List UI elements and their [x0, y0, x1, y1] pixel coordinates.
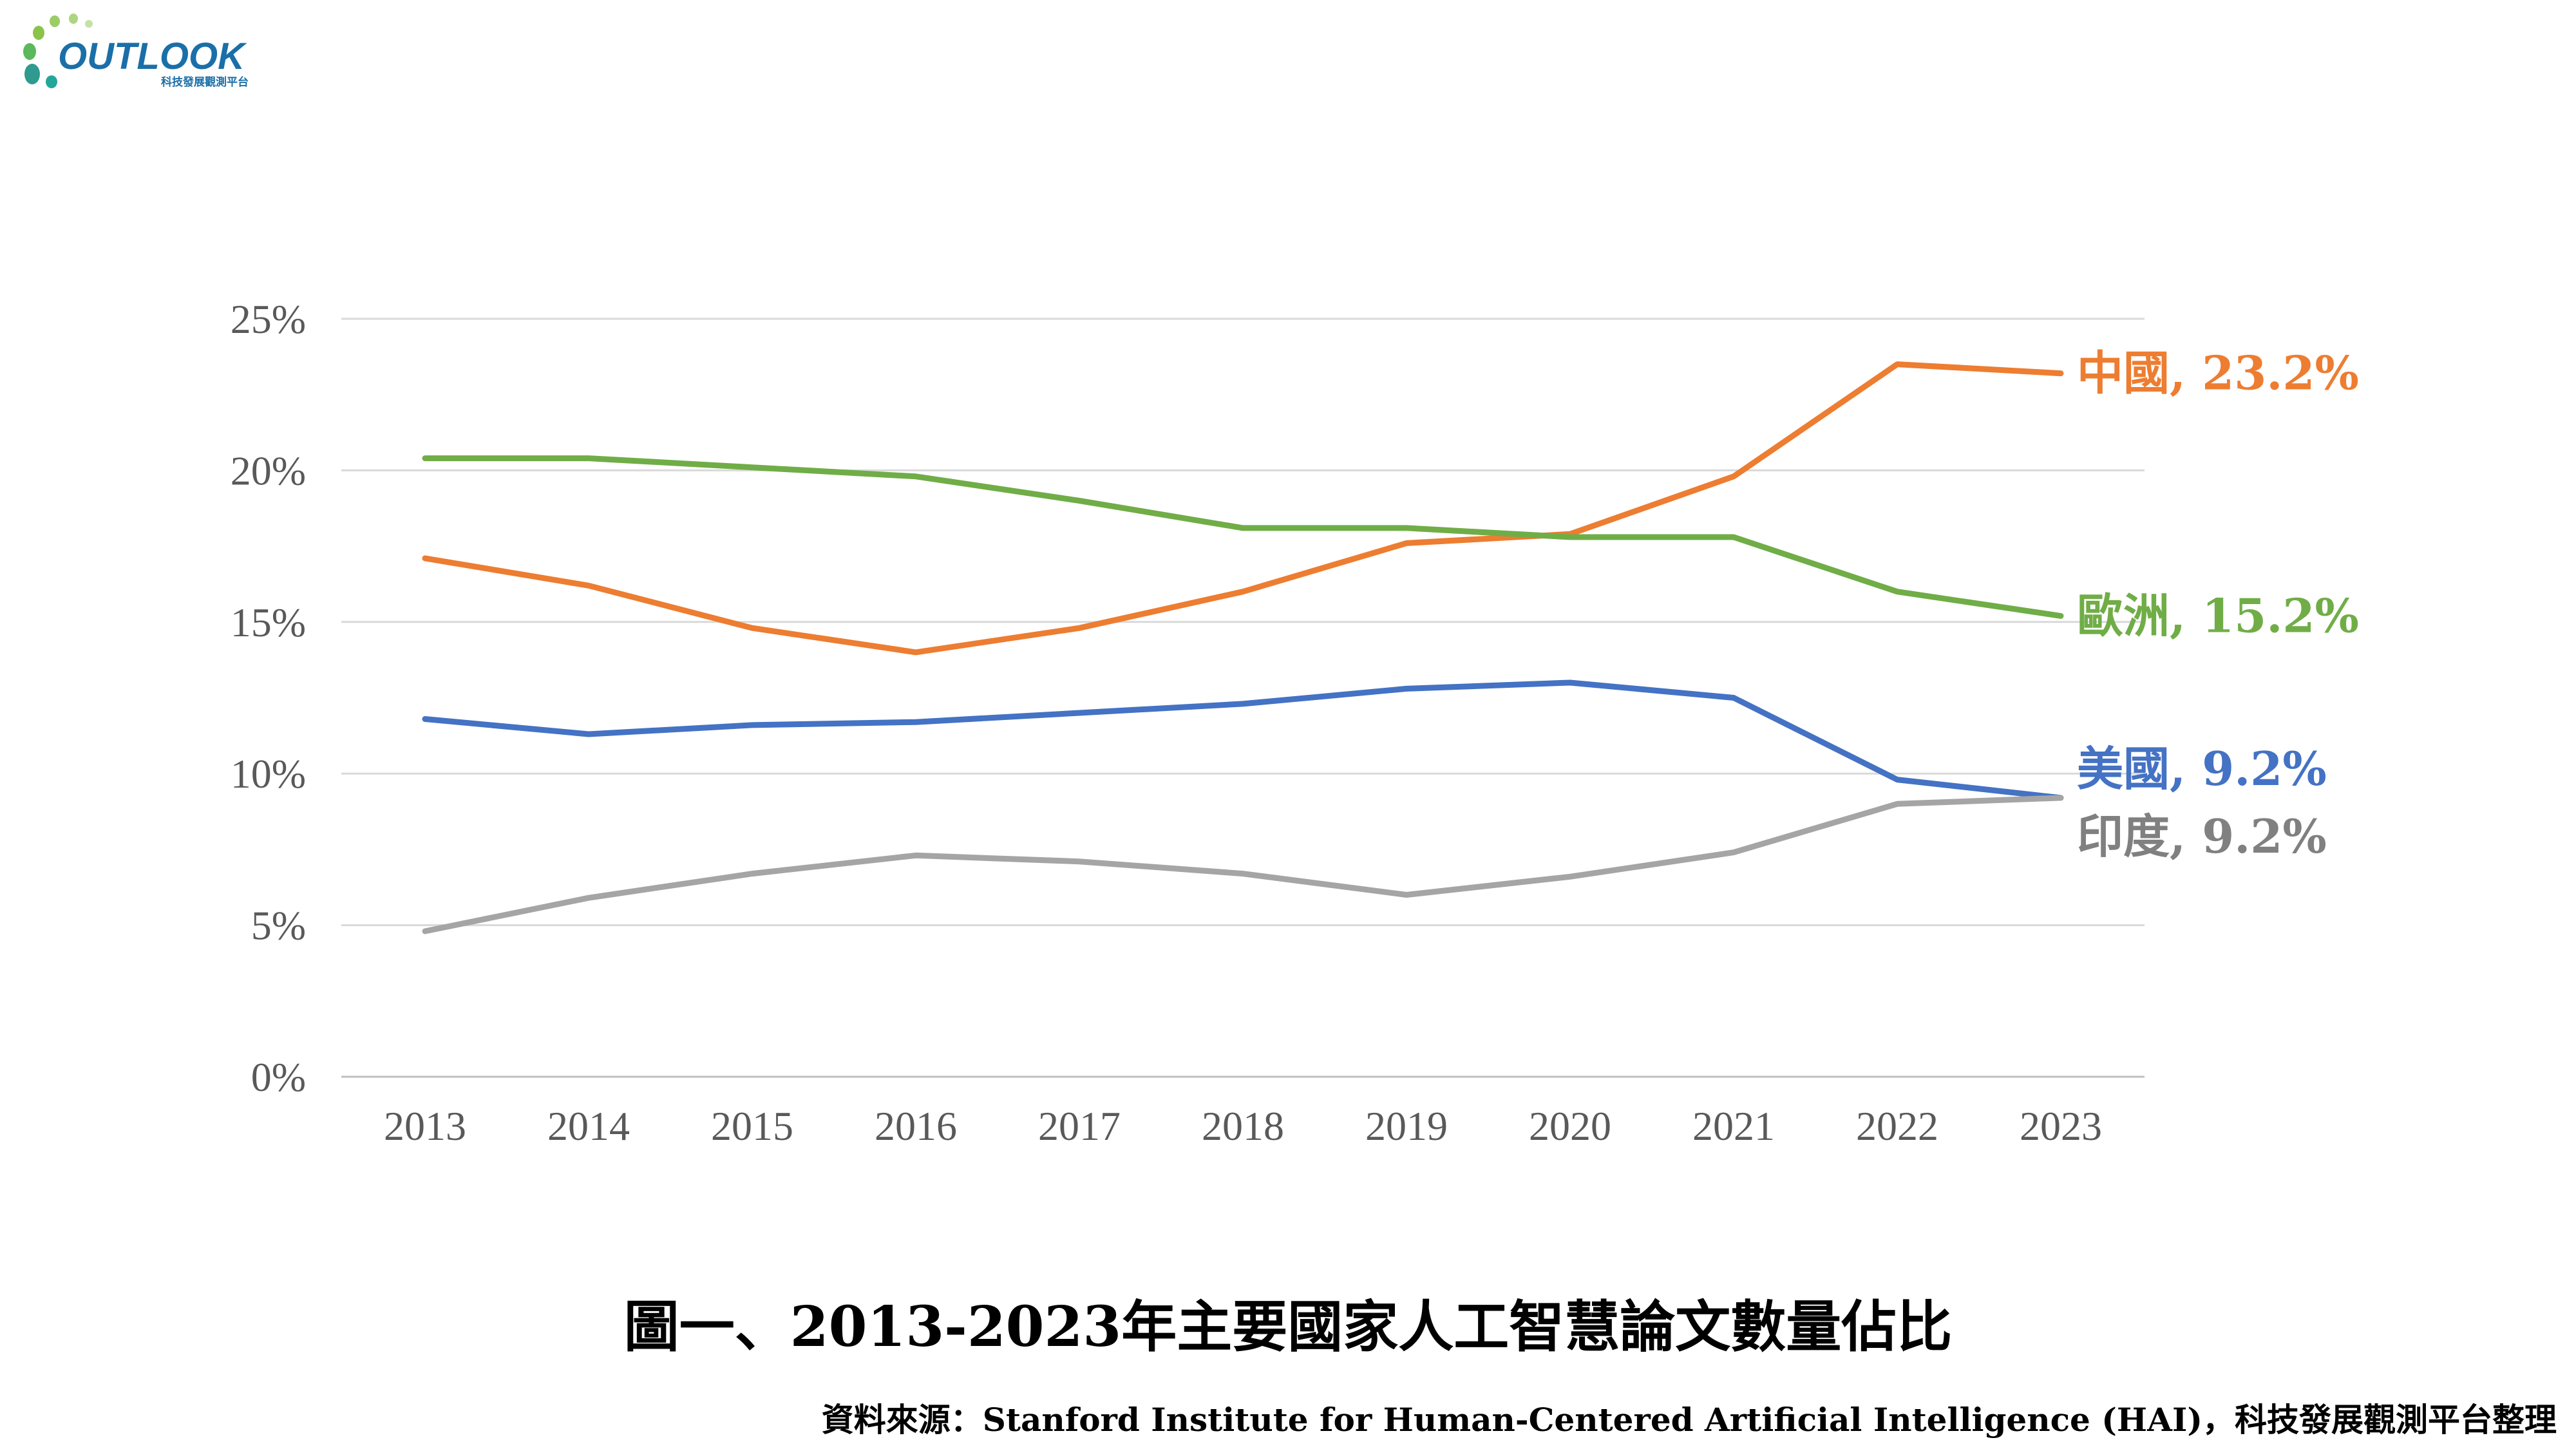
series-lines	[422, 361, 2064, 934]
outlook-logo: OUTLOOK 科技發展觀測平台	[23, 14, 249, 89]
x-tick-label: 2021	[1692, 1103, 1775, 1149]
x-tick-label: 2016	[875, 1103, 957, 1149]
series-end-label: 中國, 23.2%	[2077, 346, 2359, 401]
series-line	[422, 679, 2064, 801]
series-end-label: 美國, 9.2%	[2077, 741, 2327, 796]
x-tick-label: 2022	[1856, 1103, 1938, 1149]
y-tick-label: 15%	[231, 600, 306, 645]
x-tick-label: 2020	[1529, 1103, 1611, 1149]
end-labels: 中國, 23.2% 歐洲, 15.2% 美國, 9.2% 印度, 9.2%	[2077, 346, 2359, 864]
y-tick-label: 0%	[251, 1054, 306, 1100]
y-tick-label: 25%	[231, 296, 306, 342]
y-tick-label: 10%	[231, 751, 306, 797]
logo-dots-icon	[23, 14, 93, 88]
y-axis: 0% 5% 10% 15% 20% 25%	[231, 296, 306, 1100]
source-note: 資料來源：Stanford Institute for Human-Center…	[821, 1401, 2557, 1439]
series-end-label: 歐洲, 15.2%	[2077, 588, 2359, 643]
series-line	[422, 455, 2064, 619]
series-end-label: 印度, 9.2%	[2077, 809, 2327, 864]
x-tick-label: 2013	[384, 1103, 466, 1149]
x-tick-label: 2023	[2020, 1103, 2102, 1149]
chart-title: 圖一、2013-2023年主要國家人工智慧論文數量佔比	[623, 1294, 1953, 1359]
gridlines	[341, 317, 2145, 1078]
logo-subtitle: 科技發展觀測平台	[161, 75, 249, 89]
series-line	[422, 795, 2064, 934]
y-tick-label: 20%	[231, 448, 306, 493]
series-line	[422, 361, 2064, 656]
x-tick-label: 2018	[1202, 1103, 1284, 1149]
x-axis: 2013 2014 2015 2016 2017 2018 2019 2020 2021 2022…	[384, 1103, 2102, 1149]
logo-text: OUTLOOK	[58, 35, 247, 77]
x-tick-label: 2017	[1038, 1103, 1121, 1149]
x-tick-label: 2019	[1365, 1103, 1448, 1149]
x-tick-label: 2014	[547, 1103, 630, 1149]
x-tick-label: 2015	[711, 1103, 793, 1149]
y-tick-label: 5%	[251, 903, 306, 949]
